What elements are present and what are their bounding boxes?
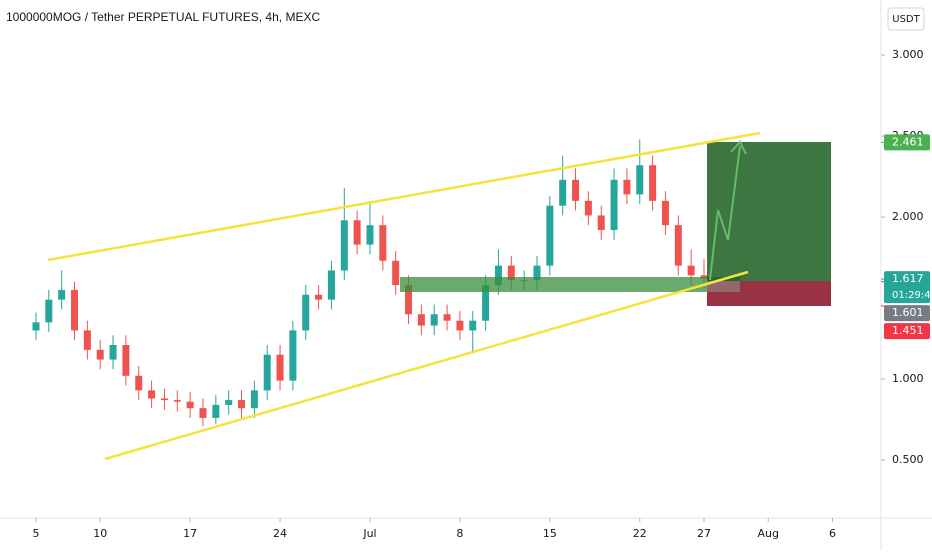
candle-body <box>58 289 66 300</box>
candle-body <box>353 220 361 245</box>
x-tick-label: 24 <box>273 527 287 540</box>
chart-title: 1000000MOG / Tether PERPETUAL FUTURES, 4… <box>6 10 320 24</box>
x-tick-label: 15 <box>543 527 557 540</box>
x-tick-label: 17 <box>183 527 197 540</box>
x-tick-label: 6 <box>829 527 836 540</box>
currency-button[interactable] <box>887 7 925 31</box>
x-tick-label: 27 <box>697 527 711 540</box>
candle-body <box>276 354 284 381</box>
candle-body <box>610 179 618 231</box>
x-tick-label: 8 <box>456 527 463 540</box>
candle-body <box>430 314 438 326</box>
price-label: 1.451 <box>892 324 924 337</box>
currency: USDT <box>892 14 920 25</box>
candle-body <box>340 220 348 271</box>
candle-body <box>661 200 669 226</box>
projection-arrow <box>709 145 741 281</box>
candle-body <box>263 354 271 391</box>
candle-body <box>109 345 117 360</box>
x-tick-label: Aug <box>757 527 778 540</box>
candle-body <box>315 294 323 300</box>
candle-body <box>71 289 79 331</box>
candle-body <box>379 225 387 261</box>
candle-body <box>83 330 91 350</box>
candle-body <box>482 285 490 321</box>
candle-body <box>572 179 580 201</box>
price-labels: 2.461 1.617 01:29:48 1.601 1.451 <box>881 134 932 340</box>
x-tick-label: 22 <box>633 527 647 540</box>
candle-body <box>584 200 592 216</box>
candle-body <box>289 330 297 381</box>
candle-body <box>302 294 310 331</box>
candle-body <box>559 179 567 206</box>
candle-body <box>160 398 168 401</box>
price-label-box <box>884 305 930 322</box>
candle-body <box>405 285 413 315</box>
candle-body <box>392 260 400 286</box>
candle-body <box>135 375 143 391</box>
x-tick-label: 10 <box>93 527 107 540</box>
candle-body <box>148 390 156 399</box>
upper-trendline <box>47 131 761 262</box>
candle-body <box>199 408 207 418</box>
candle-body <box>687 265 695 276</box>
price-label: 1.617 <box>892 272 924 285</box>
candle-body <box>186 401 194 409</box>
candle-body <box>45 299 53 323</box>
candle-body <box>469 320 477 331</box>
candle-body <box>212 404 220 418</box>
price-label-box <box>884 323 930 340</box>
lower-trendline <box>104 270 749 461</box>
x-tick-label: Jul <box>362 527 376 540</box>
price-label-box <box>884 271 930 304</box>
candle-body <box>366 225 374 245</box>
candle-body <box>122 345 130 376</box>
candle-body <box>597 215 605 231</box>
candle-body <box>700 275 708 279</box>
candle-body <box>494 265 502 286</box>
y-tick-label: 2.000 <box>892 210 924 223</box>
candle-body <box>173 400 181 402</box>
y-tick-label: 3.000 <box>892 48 924 61</box>
countdown: 01:29:48 <box>892 290 932 301</box>
candle-body <box>327 270 335 300</box>
candle-body <box>96 349 104 360</box>
candle-body <box>507 265 515 281</box>
arrow-head <box>730 140 747 155</box>
price-label: 1.601 <box>892 306 924 319</box>
candle-body <box>674 225 682 266</box>
x-tick-label: 5 <box>32 527 39 540</box>
candle-body <box>443 314 451 321</box>
candle-body <box>417 314 425 326</box>
candle-body <box>533 265 541 281</box>
candle-body <box>32 322 40 331</box>
y-tick-label: 1.000 <box>892 372 924 385</box>
price-label: 2.461 <box>892 135 924 148</box>
entry-bar <box>707 281 740 292</box>
candle-body <box>546 205 554 266</box>
y-tick-label: 0.500 <box>892 453 924 466</box>
candle-body <box>238 400 246 409</box>
target-zone <box>707 142 831 281</box>
candles <box>32 139 708 426</box>
candle-body <box>456 320 464 331</box>
candle-body <box>225 400 233 405</box>
price-label-box <box>884 134 930 151</box>
support-zone <box>400 277 740 292</box>
candle-body <box>623 179 631 195</box>
drawings <box>47 131 831 461</box>
candle-body <box>649 165 657 201</box>
candle-body <box>636 165 644 195</box>
candle-body <box>250 390 258 409</box>
